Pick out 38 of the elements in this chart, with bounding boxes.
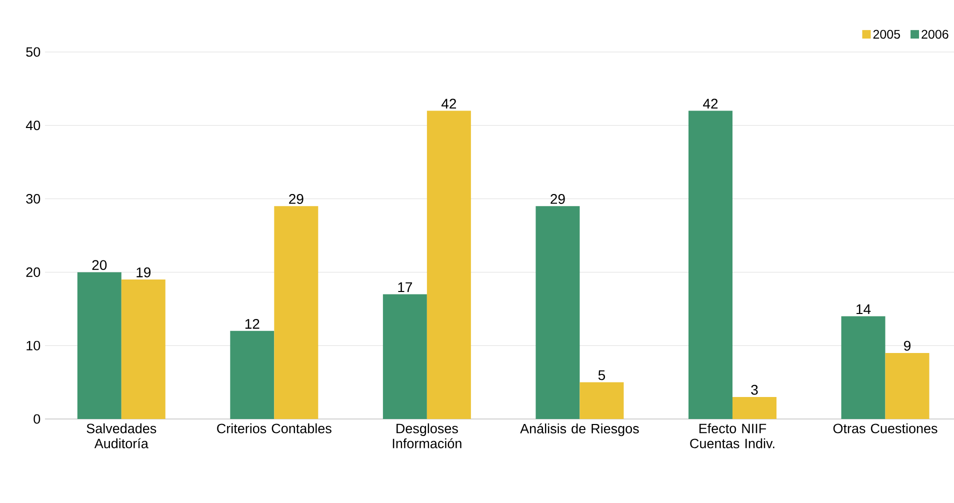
data-label: 29 (289, 194, 304, 204)
bar (426, 110, 471, 419)
bar (580, 382, 624, 419)
data-label: 20 (92, 260, 107, 270)
data-label: 5 (598, 370, 606, 380)
x-tick-label: Desgloses Información (392, 423, 462, 448)
y-tick-label: 30 (26, 194, 40, 204)
x-tick-label: Criterios Contables (217, 423, 332, 434)
data-label: 19 (136, 267, 151, 278)
bar (732, 396, 776, 419)
data-label: 17 (398, 282, 412, 292)
bar (274, 206, 318, 419)
legend-label: 2005 (873, 30, 900, 39)
y-tick-label: 20 (26, 267, 40, 277)
bar (536, 206, 580, 419)
data-label: 42 (441, 98, 456, 109)
x-tick-label: Análisis de Riesgos (520, 423, 639, 436)
data-label: 9 (904, 340, 910, 351)
x-tick-label: Salvedades Auditoría (86, 423, 156, 448)
bar (230, 330, 274, 419)
bar (77, 272, 122, 419)
legend-label: 2006 (922, 30, 948, 39)
bar (688, 110, 732, 419)
bar (382, 294, 427, 419)
y-tick-label: 10 (26, 340, 40, 350)
bar (841, 316, 886, 419)
bar (121, 280, 166, 419)
y-tick-label: 0 (34, 414, 40, 424)
data-label: 3 (751, 384, 758, 395)
y-tick-label: 50 (26, 47, 40, 57)
data-label: 14 (856, 304, 871, 314)
x-tick-label: Otras Cuestiones (833, 423, 938, 434)
data-label: 29 (550, 194, 565, 204)
x-tick-label: Efecto NIIF Cuentas Indiv. (690, 423, 774, 448)
data-label: 12 (245, 318, 260, 329)
data-label: 42 (703, 98, 718, 109)
y-tick-label: 40 (26, 120, 40, 130)
bar (885, 352, 930, 419)
